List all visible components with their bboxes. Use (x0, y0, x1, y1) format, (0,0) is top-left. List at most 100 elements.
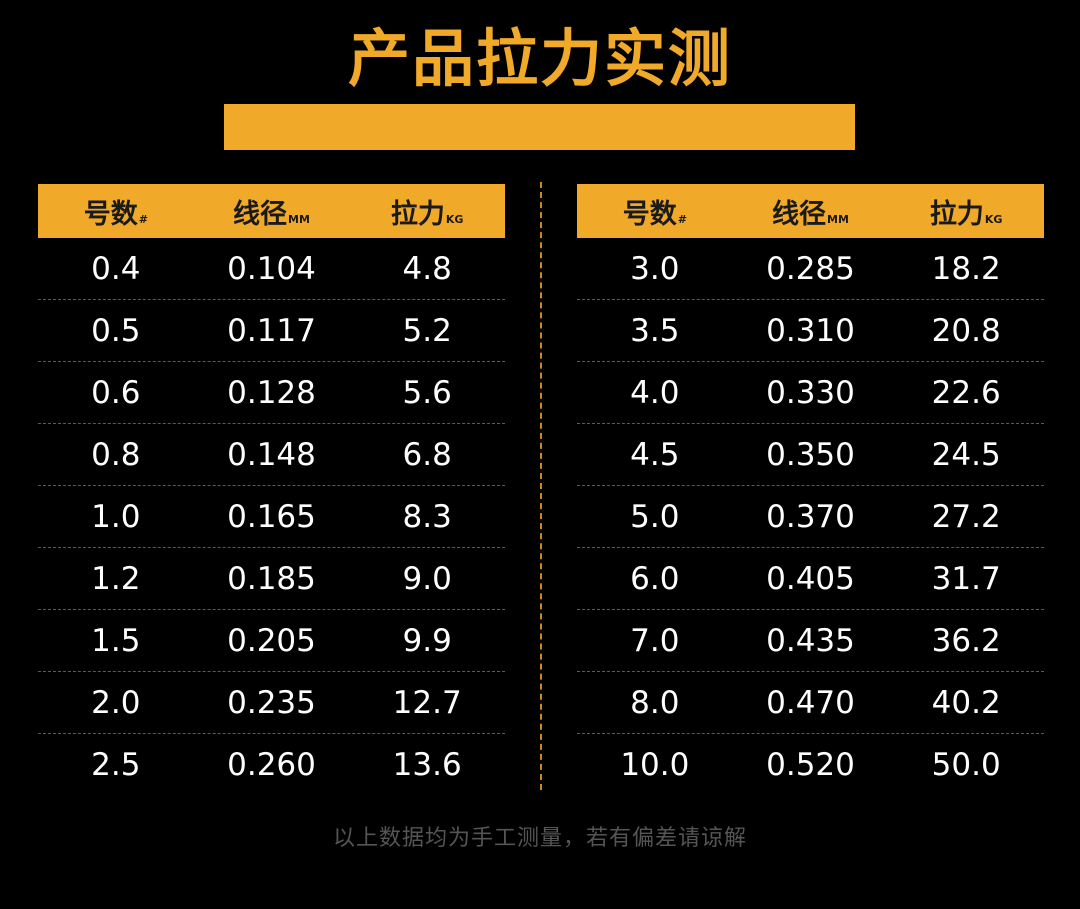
header-diameter-label: 线径 (233, 198, 288, 230)
cell-diameter: 0.310 (766, 312, 855, 349)
cell-size: 0.5 (91, 312, 141, 349)
table-row: 2.0 0.235 12.7 (38, 672, 505, 734)
cell-tension: 50.0 (931, 747, 1001, 783)
header-diameter-unit: MM (288, 212, 310, 226)
cell-diameter: 0.330 (766, 374, 855, 411)
cell-tension: 31.7 (931, 560, 1001, 597)
table-body: 3.0 0.285 18.2 3.5 0.310 20.8 4.0 0.330 22.6 4… (577, 238, 1044, 796)
title-underline-bar (224, 104, 855, 150)
cell-tension: 8.3 (402, 498, 452, 535)
cell-tension: 12.7 (392, 684, 462, 721)
table-row: 1.2 0.185 9.0 (38, 548, 505, 610)
table-body: 0.4 0.104 4.8 0.5 0.117 5.2 0.6 0.128 5.6 0.8 0… (38, 238, 505, 796)
table-header: 号数# 线径MM 拉力KG (577, 184, 1044, 238)
cell-size: 4.0 (630, 374, 680, 411)
cell-size: 3.5 (630, 312, 680, 349)
table-row: 0.4 0.104 4.8 (38, 238, 505, 300)
table-row: 10.0 0.520 50.0 (577, 734, 1044, 796)
cell-diameter: 0.235 (227, 684, 316, 721)
cell-diameter: 0.148 (227, 436, 316, 473)
table-row: 6.0 0.405 31.7 (577, 548, 1044, 610)
cell-diameter: 0.350 (766, 436, 855, 473)
cell-tension: 22.6 (931, 374, 1001, 411)
header-diameter-label: 线径 (772, 198, 827, 230)
table-row: 8.0 0.470 40.2 (577, 672, 1044, 734)
table-row: 0.5 0.117 5.2 (38, 300, 505, 362)
cell-tension: 24.5 (931, 436, 1001, 473)
cell-tension: 6.8 (402, 436, 452, 473)
cell-size: 4.5 (630, 436, 680, 473)
header-tension-unit: KG (984, 212, 1003, 226)
table-row: 0.6 0.128 5.6 (38, 362, 505, 424)
cell-tension: 18.2 (931, 250, 1001, 287)
cell-size: 5.0 (630, 498, 680, 535)
header-size: 号数# (577, 192, 733, 231)
table-row: 3.0 0.285 18.2 (577, 238, 1044, 300)
cell-diameter: 0.520 (766, 747, 855, 783)
header-tension-unit: KG (445, 212, 464, 226)
cell-diameter: 0.405 (766, 560, 855, 597)
cell-tension: 9.9 (402, 622, 452, 659)
cell-size: 6.0 (630, 560, 680, 597)
cell-size: 7.0 (630, 622, 680, 659)
header-size-label: 号数 (622, 198, 677, 230)
header-size-label: 号数 (83, 198, 138, 230)
cell-diameter: 0.370 (766, 498, 855, 535)
header-tension-label: 拉力 (390, 198, 445, 230)
cell-diameter: 0.104 (227, 250, 316, 287)
cell-diameter: 0.435 (766, 622, 855, 659)
cell-size: 1.5 (91, 622, 141, 659)
cell-tension: 5.6 (402, 374, 452, 411)
cell-tension: 9.0 (402, 560, 452, 597)
footnote-disclaimer: 以上数据均为手工测量，若有偏差请谅解 (332, 826, 747, 851)
cell-diameter: 0.185 (227, 560, 316, 597)
cell-size: 0.6 (91, 374, 141, 411)
cell-tension: 40.2 (931, 684, 1001, 721)
header-size: 号数# (38, 192, 194, 231)
cell-diameter: 0.128 (227, 374, 316, 411)
cell-tension: 36.2 (931, 622, 1001, 659)
cell-size: 1.2 (91, 560, 141, 597)
header-size-unit: # (677, 212, 687, 226)
cell-size: 10.0 (620, 747, 690, 783)
page-title: 产品拉力实测 (347, 22, 732, 95)
cell-size: 2.5 (91, 747, 141, 783)
table-row: 4.0 0.330 22.6 (577, 362, 1044, 424)
cell-diameter: 0.470 (766, 684, 855, 721)
header-tension: 拉力KG (888, 192, 1044, 231)
table-row: 2.5 0.260 13.6 (38, 734, 505, 796)
cell-diameter: 0.117 (227, 312, 316, 349)
header-size-unit: # (138, 212, 148, 226)
cell-tension: 5.2 (402, 312, 452, 349)
cell-size: 8.0 (630, 684, 680, 721)
tension-table-right: 号数# 线径MM 拉力KG 3.0 0.285 18.2 3.5 0.310 20.8 … (577, 184, 1044, 796)
cell-size: 3.0 (630, 250, 680, 287)
header-tension-label: 拉力 (929, 198, 984, 230)
table-row: 3.5 0.310 20.8 (577, 300, 1044, 362)
table-row: 4.5 0.350 24.5 (577, 424, 1044, 486)
tension-table-left: 号数# 线径MM 拉力KG 0.4 0.104 4.8 0.5 0.117 5.2 0.… (38, 184, 505, 796)
cell-diameter: 0.165 (227, 498, 316, 535)
cell-size: 0.4 (91, 250, 141, 287)
cell-diameter: 0.205 (227, 622, 316, 659)
cell-tension: 13.6 (392, 747, 462, 783)
center-dashed-divider (540, 182, 542, 790)
cell-tension: 20.8 (931, 312, 1001, 349)
header-tension: 拉力KG (349, 192, 505, 231)
cell-tension: 4.8 (402, 250, 452, 287)
table-row: 5.0 0.370 27.2 (577, 486, 1044, 548)
cell-size: 2.0 (91, 684, 141, 721)
table-header: 号数# 线径MM 拉力KG (38, 184, 505, 238)
table-row: 0.8 0.148 6.8 (38, 424, 505, 486)
cell-diameter: 0.260 (227, 747, 316, 783)
header-diameter: 线径MM (194, 192, 350, 231)
cell-size: 0.8 (91, 436, 141, 473)
cell-size: 1.0 (91, 498, 141, 535)
cell-diameter: 0.285 (766, 250, 855, 287)
table-row: 1.5 0.205 9.9 (38, 610, 505, 672)
header-diameter-unit: MM (827, 212, 849, 226)
table-row: 1.0 0.165 8.3 (38, 486, 505, 548)
table-row: 7.0 0.435 36.2 (577, 610, 1044, 672)
header-diameter: 线径MM (733, 192, 889, 231)
cell-tension: 27.2 (931, 498, 1001, 535)
